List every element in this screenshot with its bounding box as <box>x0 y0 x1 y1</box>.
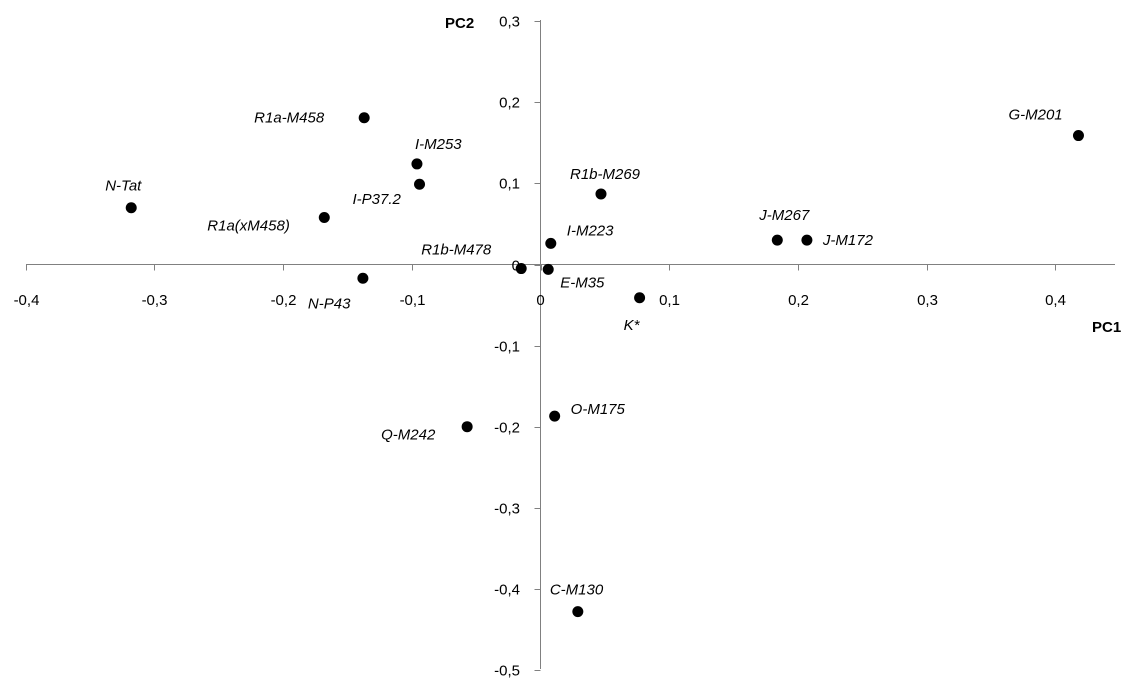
y-axis-title: PC2 <box>445 15 474 32</box>
data-point-i-m223 <box>545 237 557 249</box>
y-tick-label: -0,5 <box>494 663 520 679</box>
x-tick-label: 0,4 <box>1045 292 1066 309</box>
data-point-labels: G-M201 R1a-M458 I-M253 I-P37.2 R1b-M269 N-Tat… <box>105 107 1062 599</box>
x-tick-label: -0,4 <box>14 292 40 309</box>
y-tick-label: 0,1 <box>499 176 520 193</box>
data-point-n-tat <box>125 202 137 214</box>
data-point-q-m242 <box>461 421 473 433</box>
point-label: R1b-M478 <box>421 242 492 259</box>
y-ticks: 0,3 0,2 0,1 0 -0,1 -0,2 -0,3 -0,4 -0,5 <box>494 14 541 679</box>
data-point-n-p43 <box>357 272 369 284</box>
point-label: O-M175 <box>571 401 626 418</box>
data-point-k <box>634 292 646 304</box>
x-tick-label: 0,3 <box>917 292 938 309</box>
point-label: E-M35 <box>560 274 605 291</box>
point-label: N-P43 <box>308 295 351 312</box>
y-tick-label: 0,3 <box>499 14 520 31</box>
point-label: C-M130 <box>550 582 604 599</box>
y-tick-label: -0,2 <box>494 420 520 437</box>
y-tick-label: -0,1 <box>494 339 520 356</box>
data-point-j-m172 <box>801 234 813 246</box>
point-label: I-M253 <box>415 136 462 153</box>
y-tick-label: 0,2 <box>499 95 520 112</box>
point-label: R1b-M269 <box>570 166 641 183</box>
data-point-r1b-m269 <box>595 188 607 200</box>
point-label: R1a(xM458) <box>207 217 290 234</box>
x-tick-label: -0,2 <box>271 292 297 309</box>
point-label: J-M172 <box>822 232 874 249</box>
data-point-r1a-m458 <box>358 112 370 124</box>
data-point-e-m35 <box>542 263 554 275</box>
y-tick-label: -0,3 <box>494 501 520 518</box>
point-label: I-M223 <box>567 222 614 239</box>
data-point-g-m201 <box>1072 130 1084 142</box>
data-point-i-p37-2 <box>414 178 426 190</box>
point-label: K* <box>624 317 641 334</box>
x-tick-label: 0,1 <box>659 292 680 309</box>
point-label: I-P37.2 <box>353 191 402 208</box>
data-point-j-m267 <box>771 234 783 246</box>
x-axis-title: PC1 <box>1092 319 1121 336</box>
point-label: N-Tat <box>105 178 142 195</box>
data-point-i-m253 <box>411 158 423 170</box>
data-point-o-m175 <box>549 410 561 422</box>
point-label: G-M201 <box>1008 107 1062 124</box>
axes <box>26 20 1115 669</box>
data-points <box>125 112 1084 618</box>
y-tick-label: -0,4 <box>494 582 520 599</box>
x-ticks: -0,4 -0,3 -0,2 -0,1 0,1 0,2 0,3 0,4 0 <box>14 264 1066 309</box>
point-label: J-M267 <box>758 207 810 224</box>
point-label: R1a-M458 <box>254 110 325 127</box>
x-tick-label: -0,1 <box>400 292 426 309</box>
y-tick-label: 0 <box>512 258 520 275</box>
data-point-r1b-m478 <box>515 263 527 275</box>
point-label: Q-M242 <box>381 427 436 444</box>
x-tick-label: 0,2 <box>788 292 809 309</box>
x-tick-label: 0 <box>536 292 544 309</box>
data-point-c-m130 <box>572 606 584 618</box>
x-tick-label: -0,3 <box>142 292 168 309</box>
data-point-r1a-xm458 <box>318 211 330 223</box>
